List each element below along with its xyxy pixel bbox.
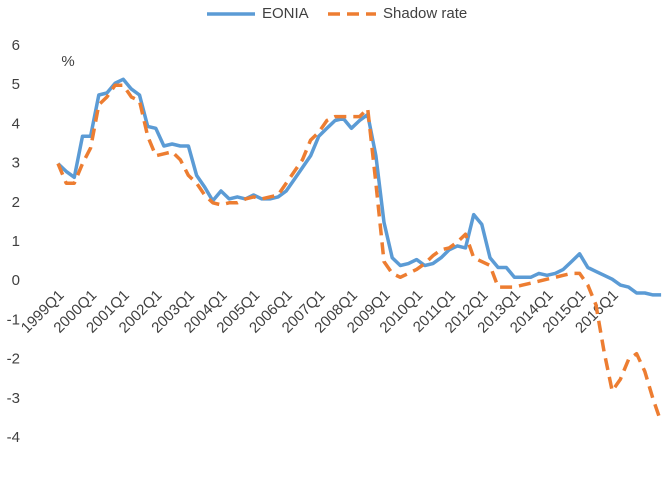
y-tick-label: 2 — [12, 194, 20, 211]
series-line — [56, 83, 663, 423]
y-tick-label: -3 — [7, 390, 20, 407]
y-tick-label: 4 — [12, 115, 20, 132]
y-tick-label: 3 — [12, 155, 20, 172]
y-tick-label: -2 — [7, 351, 20, 368]
y-axis-label: % — [61, 53, 74, 70]
series-line — [56, 77, 662, 297]
y-tick-label: -4 — [7, 429, 20, 446]
y-tick-label: -1 — [7, 311, 20, 328]
y-tick-label: 1 — [12, 233, 20, 250]
y-tick-label: 6 — [12, 37, 20, 54]
y-tick-label: 5 — [12, 76, 20, 93]
legend-label: Shadow rate — [383, 5, 467, 22]
y-tick-label: 0 — [12, 272, 20, 289]
legend-label: EONIA — [262, 5, 309, 22]
